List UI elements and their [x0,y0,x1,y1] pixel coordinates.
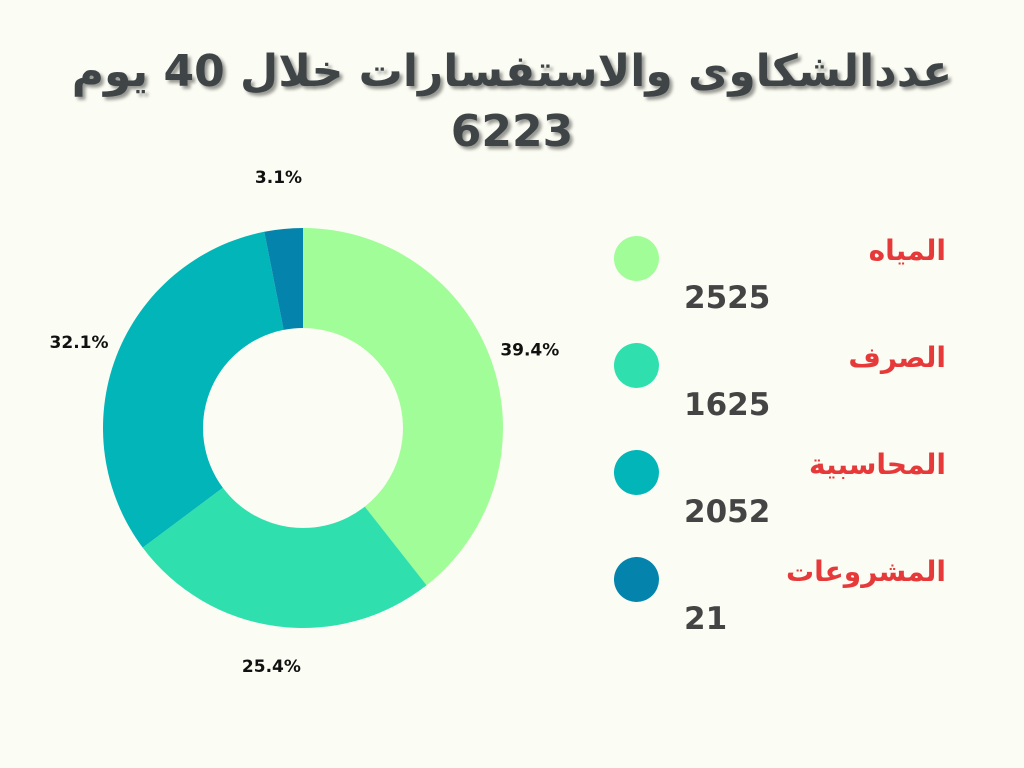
donut-slice [303,228,503,586]
legend-value: 2052 [684,494,771,530]
legend-value: 2525 [684,280,771,316]
legend-item: المياه 2525 [600,228,960,335]
legend-item: المحاسبية 2052 [600,442,960,549]
legend-label: المحاسبية [809,448,946,481]
legend-label: المشروعات [786,555,946,588]
chart-legend: المياه 2525 الصرف 1625 المحاسبية 2052 ال… [600,228,960,656]
donut-slices [102,228,503,628]
slice-percent-label: 39.4% [500,341,559,361]
legend-value: 1625 [684,387,771,423]
donut-chart: 39.4% 25.4% 32.1% 3.1% [50,170,560,677]
legend-label: المياه [868,234,946,267]
legend-swatch [614,236,659,281]
donut-slice [142,487,427,628]
slice-percent-label: 32.1% [50,333,109,353]
donut-slice [102,231,284,548]
legend-swatch [614,450,659,495]
slice-percent-label: 25.4% [242,657,301,677]
legend-item: المشروعات 21 [600,549,960,656]
legend-value: 21 [684,601,728,637]
chart-total: 6223 [450,106,574,157]
slice-percent-label: 3.1% [255,170,302,188]
legend-label: الصرف [848,341,946,374]
legend-item: الصرف 1625 [600,335,960,442]
slice-labels: 39.4% 25.4% 32.1% 3.1% [50,170,560,677]
donut-slice [264,228,303,330]
chart-title-line: عددالشكاوى والاستفسارات خلال 40 يوم [71,46,953,97]
legend-swatch [614,343,659,388]
legend-swatch [614,557,659,602]
chart-title: عددالشكاوى والاستفسارات خلال 40 يوم 6223 [0,42,1024,162]
